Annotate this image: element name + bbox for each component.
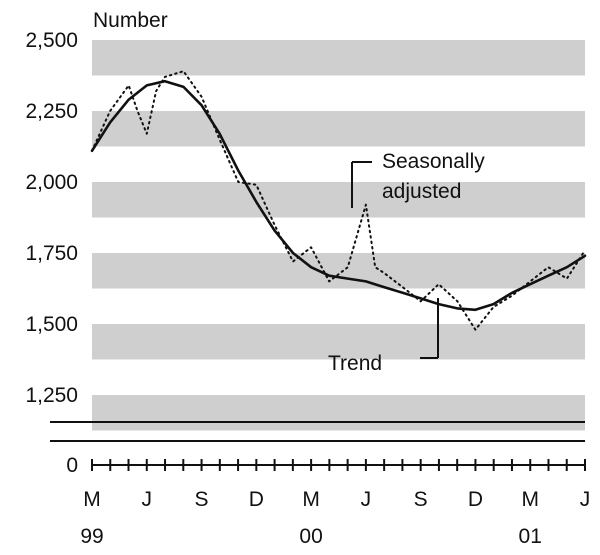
y-tick-label: 2,250	[25, 100, 78, 123]
x-tick-label-year: 00	[299, 525, 322, 548]
grid-band	[92, 324, 585, 360]
x-tick-label-year: 01	[519, 525, 542, 548]
seasonally-adjusted-label-line1: Seasonally	[382, 150, 485, 173]
grid-band	[92, 253, 585, 289]
y-tick-label: 2,500	[25, 29, 78, 52]
x-tick-label-month: J	[142, 488, 153, 511]
seasonally-adjusted-series-line	[91, 70, 586, 331]
y-tick-label: 0	[66, 454, 78, 477]
seasonally-adjusted-label-line2: adjusted	[382, 180, 461, 203]
grid-bands	[92, 40, 585, 431]
annotations: Seasonally adjusted Trend	[328, 150, 485, 375]
y-tick-label: 1,500	[25, 313, 78, 336]
x-tick-label-month: J	[580, 488, 591, 511]
x-tick-label-year: 99	[80, 525, 103, 548]
x-tick-label-month: S	[195, 488, 209, 511]
x-tick-label-month: M	[521, 488, 539, 511]
x-tick-label-month: D	[249, 488, 264, 511]
series-layer	[90, 70, 587, 331]
grid-band	[92, 111, 585, 147]
x-tick-label-month: M	[302, 488, 320, 511]
grid-band	[92, 40, 585, 76]
y-tick-label: 1,250	[25, 384, 78, 407]
axis-break	[50, 421, 585, 442]
y-axis-title: Number	[93, 9, 168, 32]
trend-series-line	[90, 79, 587, 312]
x-tick-label-month: S	[414, 488, 428, 511]
x-axis: M 99 J S D M 00 J S D M 01 J	[80, 459, 590, 548]
y-tick-label: 2,000	[25, 171, 78, 194]
trend-label: Trend	[328, 352, 382, 375]
y-tick-label: 1,750	[25, 242, 78, 265]
grid-band	[92, 182, 585, 218]
x-tick-label-month: D	[468, 488, 483, 511]
y-axis-tick-labels: 0 1,250 1,500 1,750 2,000 2,250 2,500	[25, 29, 78, 477]
x-tick-label-month: M	[83, 488, 101, 511]
x-tick-label-month: J	[361, 488, 372, 511]
grid-band	[92, 395, 585, 431]
